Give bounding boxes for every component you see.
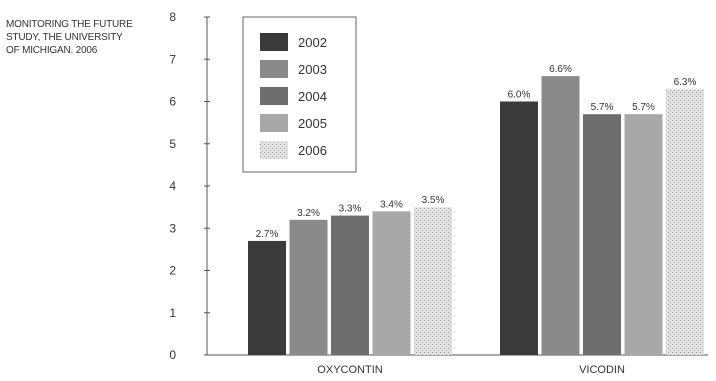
- y-tick-label: 8: [169, 10, 176, 24]
- y-tick-label: 5: [169, 137, 176, 151]
- data-label: 3.3%: [339, 204, 362, 215]
- legend-label: 2004: [298, 89, 327, 104]
- data-label: 3.2%: [297, 208, 320, 219]
- bars-layer: 2.7% 3.2% 3.3% 3.4% 3.5% OXYCONTIN 6.0% 6.6% 5.7…: [248, 64, 704, 376]
- y-tick-label: 2: [169, 264, 176, 278]
- legend: 2002 2003 2004 2005 2006: [242, 16, 357, 173]
- bar-oxycontin-2005: [372, 211, 411, 355]
- category-label: OXYCONTIN: [317, 364, 382, 376]
- legend-swatch: [260, 87, 288, 105]
- data-label: 2.7%: [256, 229, 279, 240]
- legend-label: 2006: [298, 143, 327, 158]
- legend-swatch: [260, 60, 288, 78]
- data-label: 3.4%: [380, 199, 403, 210]
- legend-label: 2003: [298, 62, 327, 77]
- bar-oxycontin-2003: [289, 219, 328, 355]
- source-note: MONITORING THE FUTURE STUDY, THE UNIVERS…: [6, 18, 156, 57]
- y-tick-label: 3: [169, 221, 176, 235]
- bar-oxycontin-2004: [331, 215, 369, 355]
- data-label: 3.5%: [422, 195, 445, 206]
- y-tick-label: 4: [169, 179, 176, 193]
- bar-vicodin-2006: [666, 88, 704, 355]
- data-label: 6.6%: [549, 64, 572, 75]
- source-note-line: MONITORING THE FUTURE: [6, 19, 133, 30]
- bar-oxycontin-2006: [414, 207, 452, 355]
- data-label: 5.7%: [632, 102, 655, 113]
- bar-vicodin-2003: [541, 76, 580, 356]
- legend-label: 2005: [298, 116, 327, 131]
- source-note-line: STUDY, THE UNIVERSITY: [6, 32, 123, 43]
- y-tick-label: 0: [169, 348, 176, 362]
- source-note-line: OF MICHIGAN. 2006: [6, 45, 98, 56]
- legend-swatch: [260, 33, 288, 51]
- data-label: 6.0%: [508, 90, 531, 101]
- data-label: 6.3%: [674, 77, 697, 88]
- category-label: VICODIN: [579, 364, 625, 376]
- y-tick-label: 6: [169, 95, 176, 109]
- y-tick-label: 1: [169, 306, 176, 320]
- legend-swatch: [260, 141, 288, 159]
- y-tick-label: 7: [169, 52, 176, 66]
- bar-vicodin-2005: [624, 114, 663, 355]
- bar-vicodin-2002: [500, 101, 538, 355]
- legend-label: 2002: [298, 35, 327, 50]
- legend-swatch: [260, 114, 288, 132]
- bar-vicodin-2004: [583, 114, 621, 355]
- data-label: 5.7%: [591, 102, 614, 113]
- bar-oxycontin-2002: [248, 240, 286, 355]
